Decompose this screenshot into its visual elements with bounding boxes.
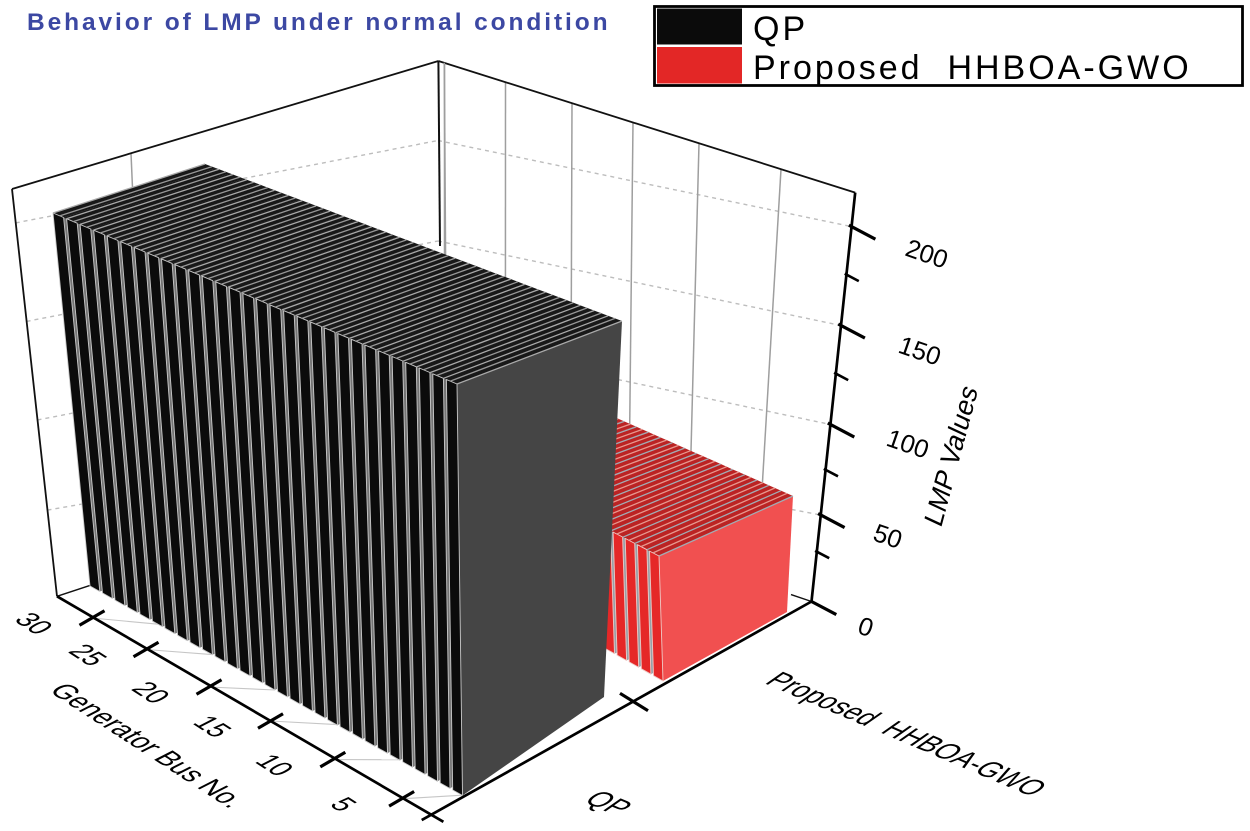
svg-text:QP: QP — [753, 10, 808, 48]
svg-text:Behavior of LMP under normal c: Behavior of LMP under normal condition — [27, 9, 610, 36]
svg-text:Proposed HHBOA-GWO: Proposed HHBOA-GWO — [753, 49, 1192, 87]
